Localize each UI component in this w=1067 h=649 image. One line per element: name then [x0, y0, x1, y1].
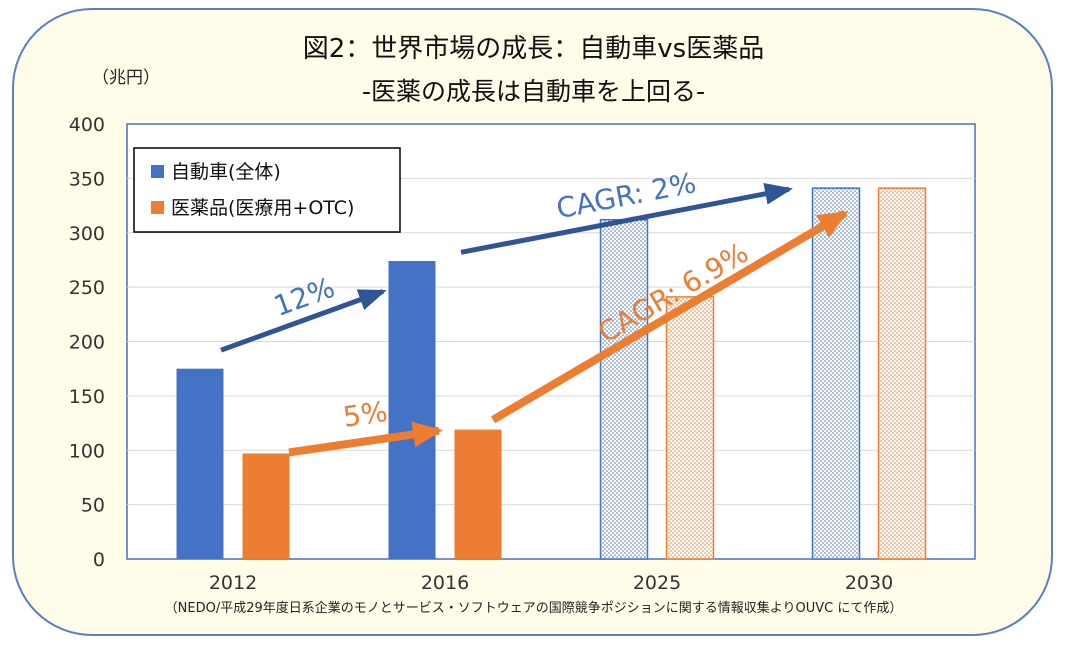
y-tick-label: 100: [69, 440, 105, 462]
y-tick-label: 250: [69, 277, 105, 299]
chart-subtitle: -医薬の成長は自動車を上回る-: [361, 77, 706, 106]
y-axis-unit-label: （兆円）: [92, 68, 160, 88]
bars: [176, 187, 927, 560]
x-tick-label: 2012: [209, 572, 257, 594]
bar-automobile-2016: [388, 261, 436, 559]
y-tick-label: 300: [69, 223, 105, 245]
x-tick-label: 2030: [845, 572, 893, 594]
x-tick-label: 2025: [633, 572, 681, 594]
legend-label-pharma: 医薬品(医療用+OTC): [171, 197, 354, 219]
y-tick-label: 150: [69, 386, 105, 408]
y-tick-label: 350: [69, 168, 105, 190]
y-tick-label: 400: [69, 114, 105, 136]
y-axis-ticks: 0 50 100 150 200 250 300 350 400: [69, 114, 105, 571]
growth-arrow-automobile: [460, 182, 793, 255]
bar-pharma-2016: [454, 429, 502, 559]
y-tick-label: 0: [93, 549, 105, 571]
bar-pharma-2012: [242, 453, 290, 559]
source-note: （NEDO/平成29年度日系企業のモノとサービス・ソフトウェアの国際競争ポジショ…: [164, 601, 903, 616]
bar-automobile-2012: [176, 368, 224, 559]
legend-box: [133, 147, 401, 233]
bar-automobile-2025: [599, 218, 649, 560]
bar-automobile-2030: [811, 187, 861, 560]
y-tick-label: 200: [69, 332, 105, 354]
legend-swatch-automobile: [151, 165, 164, 178]
y-tick-label: 50: [81, 495, 105, 517]
x-axis-ticks: 2012 2016 2025 2030: [209, 572, 893, 594]
legend: 自動車(全体) 医薬品(医療用+OTC): [133, 147, 401, 233]
growth-arrow-pharma: [288, 421, 443, 457]
growth-arrow-automobile: [220, 289, 387, 353]
bar-pharma-2030: [877, 187, 927, 560]
growth-arrow-pharma: [490, 209, 849, 424]
growth-label-pharma: 5%: [341, 395, 390, 434]
legend-swatch-pharma: [151, 201, 164, 214]
bar-pharma-2025: [665, 296, 715, 560]
legend-label-automobile: 自動車(全体): [171, 161, 281, 183]
chart-title: 図2：世界市場の成長：自動車vs医薬品: [302, 34, 765, 64]
x-tick-label: 2016: [421, 572, 469, 594]
